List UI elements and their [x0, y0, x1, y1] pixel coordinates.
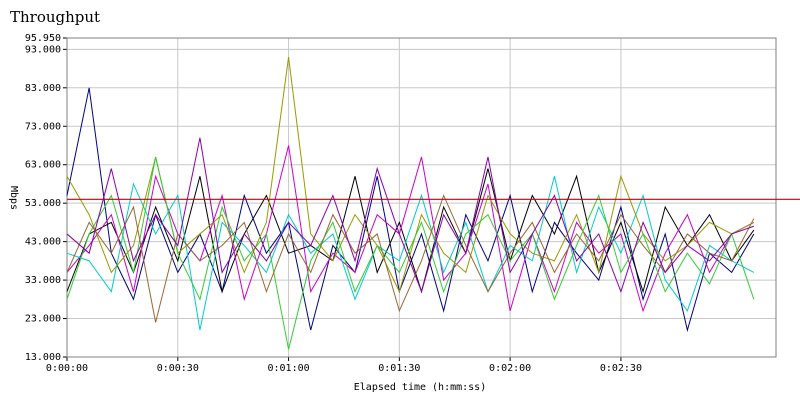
- x-tick-label: 0:01:00: [267, 363, 309, 374]
- x-tick-label: 0:00:30: [157, 363, 199, 374]
- y-tick-label: 93.000: [25, 44, 61, 55]
- x-tick-label: 0:02:30: [600, 363, 642, 374]
- series-line: [66, 168, 755, 294]
- plot-frame: [66, 37, 777, 358]
- x-tick-label: 0:02:00: [489, 363, 531, 374]
- chart-title: Throughput: [10, 8, 100, 26]
- y-tick-label: 23.000: [25, 314, 61, 325]
- x-tick-label: 0:00:00: [46, 363, 88, 374]
- y-tick-label: 63.000: [25, 160, 61, 171]
- x-tick-label: 0:01:30: [378, 363, 420, 374]
- y-tick-label: 95.950: [25, 33, 61, 44]
- series-line: [66, 176, 755, 331]
- y-axis-label: Mbps: [8, 186, 19, 210]
- series-line: [66, 194, 755, 323]
- y-tick-label: 53.000: [25, 198, 61, 209]
- series-line: [66, 137, 755, 294]
- y-tick-label: 33.000: [25, 275, 61, 286]
- x-axis-label: Elapsed time (h:mm:ss): [354, 382, 486, 393]
- y-tick-label: 43.000: [25, 237, 61, 248]
- series-line: [66, 56, 755, 294]
- y-tick-label: 73.000: [25, 121, 61, 132]
- y-tick-label: 13.000: [25, 352, 61, 363]
- y-tick-label: 83.000: [25, 83, 61, 94]
